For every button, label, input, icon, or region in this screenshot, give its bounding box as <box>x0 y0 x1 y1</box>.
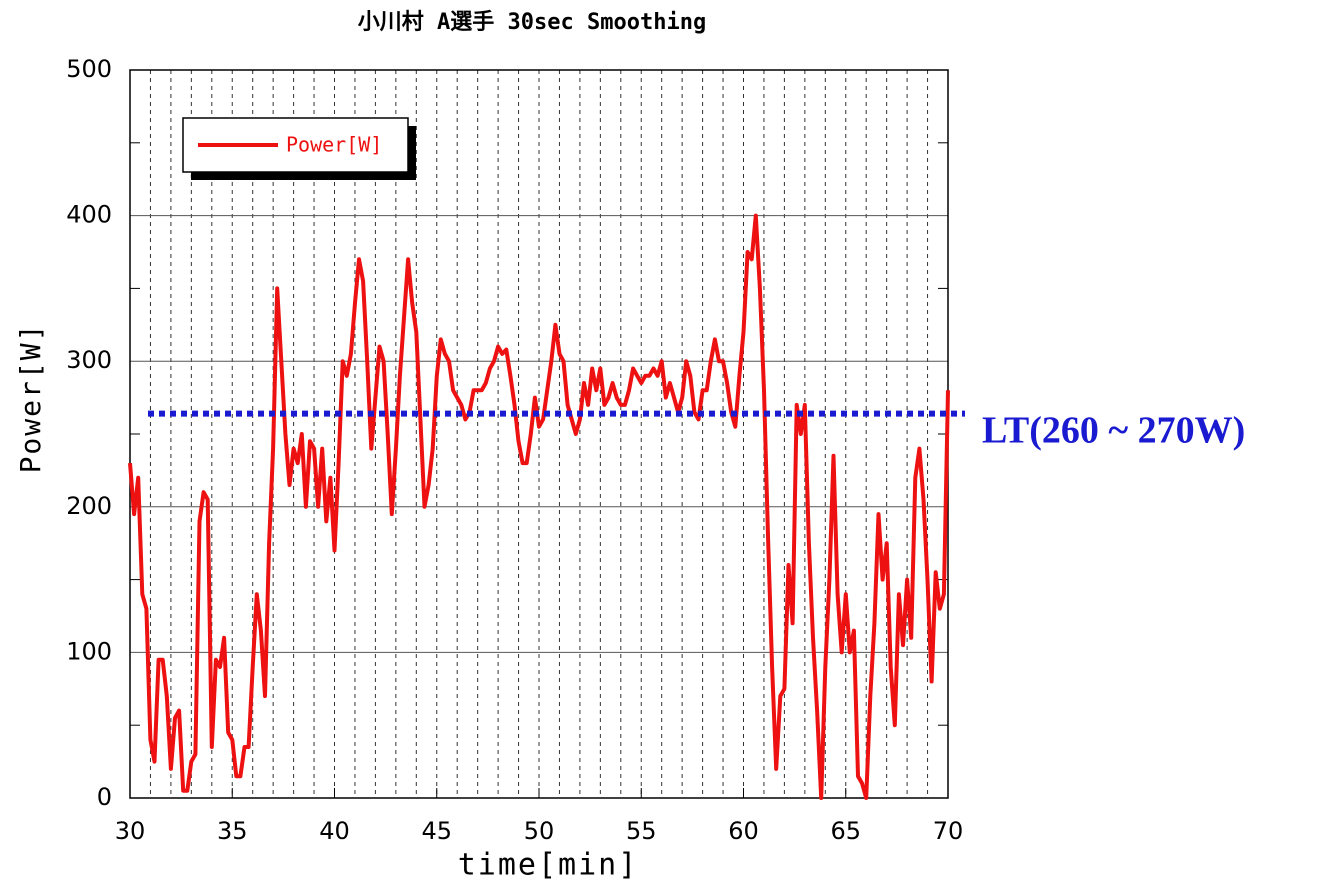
y-tick-label: 300 <box>66 346 112 374</box>
x-tick-label: 70 <box>933 817 964 845</box>
x-tick-label: 60 <box>728 817 759 845</box>
y-tick-label: 200 <box>66 492 112 520</box>
y-tick-label: 400 <box>66 201 112 229</box>
x-tick-label: 45 <box>421 817 452 845</box>
lt-label: LT(260 ~ 270W) <box>982 409 1245 451</box>
x-tick-label: 35 <box>217 817 248 845</box>
y-tick-label: 500 <box>66 55 112 83</box>
x-axis-label: time[min] <box>458 848 639 883</box>
x-tick-label: 55 <box>626 817 657 845</box>
legend-label: Power[W] <box>286 133 382 157</box>
x-tick-label: 65 <box>830 817 861 845</box>
x-tick-label: 40 <box>319 817 350 845</box>
y-tick-label: 0 <box>97 783 112 811</box>
y-tick-label: 100 <box>66 637 112 665</box>
x-tick-label: 50 <box>524 817 555 845</box>
x-tick-label: 30 <box>115 817 146 845</box>
chart-title: 小川村 A選手 30sec Smoothing <box>358 10 706 35</box>
power-line <box>128 213 950 800</box>
y-axis-label: Power[W] <box>14 323 47 474</box>
